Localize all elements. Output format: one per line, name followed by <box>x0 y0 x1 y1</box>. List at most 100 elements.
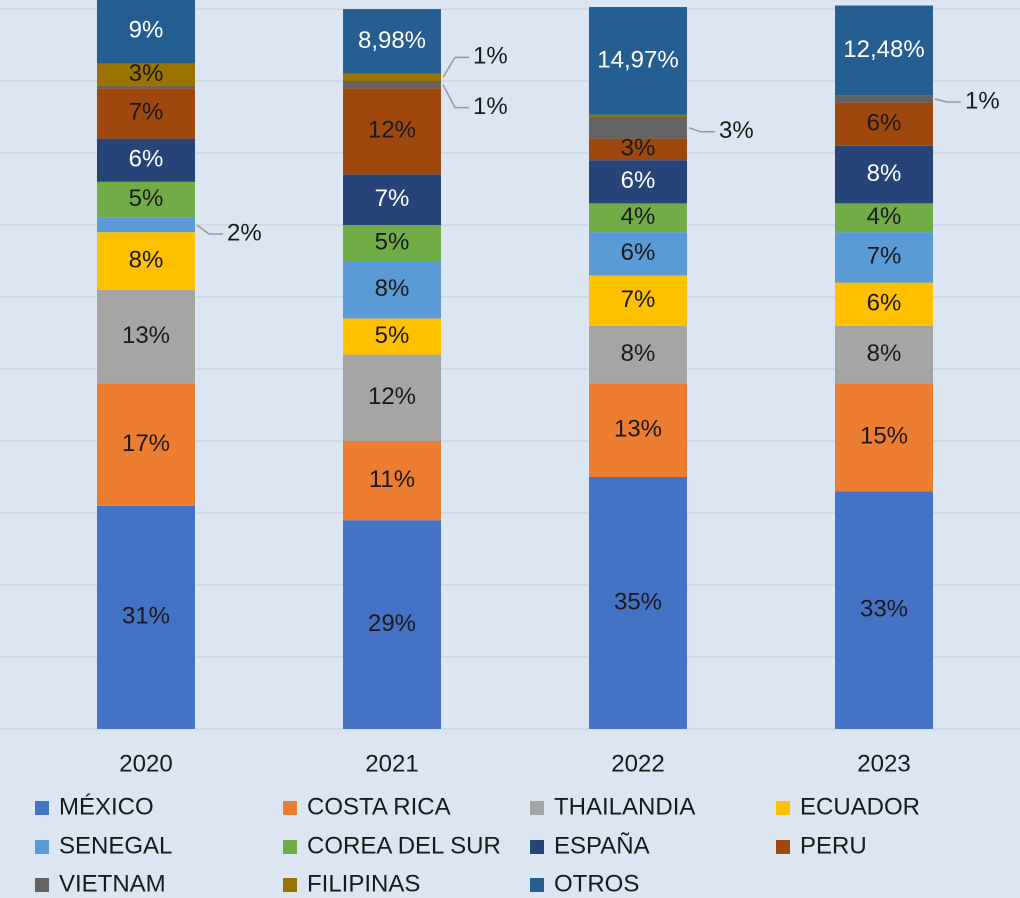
legend-label: COSTA RICA <box>307 793 451 820</box>
leader-line <box>934 98 961 103</box>
data-label: 11% <box>369 466 415 493</box>
legend-swatch <box>35 878 49 892</box>
bar-segment <box>97 181 195 218</box>
legend-label: SENEGAL <box>59 832 172 859</box>
legend-swatch <box>530 878 544 892</box>
x-tick-label: 2020 <box>119 750 172 777</box>
data-label: 5% <box>129 185 164 212</box>
bar-segment <box>835 5 933 96</box>
data-label: 29% <box>368 610 416 637</box>
bar-segment <box>343 441 441 521</box>
data-label: 8,98% <box>358 27 426 54</box>
legend-label: PERU <box>800 832 867 859</box>
data-label: 4% <box>867 203 902 230</box>
data-label: 8% <box>867 160 902 187</box>
x-tick-label: 2023 <box>857 750 910 777</box>
bar-segment <box>97 85 195 89</box>
data-label: 1% <box>473 43 508 70</box>
bar-segment <box>589 477 687 729</box>
legend-label: THAILANDIA <box>554 793 695 820</box>
legend-label: ESPAÑA <box>554 832 650 859</box>
legend-label: ECUADOR <box>800 793 920 820</box>
bar-segment <box>589 7 687 115</box>
data-label: 12% <box>368 383 416 410</box>
data-label: 14,97% <box>597 46 678 73</box>
data-label: 12,48% <box>843 36 924 63</box>
bar-segment <box>835 282 933 326</box>
bar-segment <box>835 491 933 729</box>
bar-segment <box>97 289 195 384</box>
bar-segment <box>589 138 687 161</box>
bar-segment <box>343 9 441 74</box>
leader-line <box>196 224 223 235</box>
data-label: 7% <box>129 99 164 126</box>
leader-line <box>688 127 715 133</box>
legend-swatch <box>776 840 790 854</box>
legend-swatch <box>283 840 297 854</box>
bar-segment <box>343 73 441 81</box>
legend-label: OTROS <box>554 870 639 897</box>
data-label: 6% <box>129 146 164 173</box>
data-label: 1% <box>965 87 1000 114</box>
x-tick-label: 2021 <box>365 750 418 777</box>
data-label: 33% <box>860 596 908 623</box>
data-label: 6% <box>621 239 656 266</box>
data-label: 2% <box>227 219 262 246</box>
legend-label: MÉXICO <box>59 793 154 820</box>
bar-segment <box>589 160 687 204</box>
data-label: 13% <box>614 416 662 443</box>
data-label: 8% <box>621 340 656 367</box>
data-label: 12% <box>368 117 416 144</box>
data-label: 8% <box>867 340 902 367</box>
bar-segment <box>343 520 441 729</box>
legend-swatch <box>283 801 297 815</box>
data-label: 6% <box>867 110 902 137</box>
data-label: 5% <box>375 228 410 255</box>
legend-label: COREA DEL SUR <box>307 832 501 859</box>
x-tick-label: 2022 <box>611 750 664 777</box>
data-label: 7% <box>375 185 410 212</box>
bar-segment <box>835 383 933 492</box>
data-label: 3% <box>621 135 656 162</box>
bar-segment <box>589 383 687 477</box>
data-label: 1% <box>473 93 508 120</box>
data-label: 8% <box>375 275 410 302</box>
bar-segment <box>97 88 195 139</box>
data-label: 9% <box>129 17 164 44</box>
bar-segment <box>589 232 687 276</box>
legend-swatch <box>776 801 790 815</box>
legend-swatch <box>35 801 49 815</box>
bar-segment <box>97 0 195 64</box>
bar-segment <box>97 232 195 290</box>
legend-label: VIETNAM <box>59 870 166 897</box>
bar-segment <box>343 261 441 319</box>
data-label: 3% <box>719 117 754 144</box>
data-label: 35% <box>614 588 662 615</box>
bar-segment <box>97 217 195 233</box>
data-label: 6% <box>867 290 902 317</box>
legend-swatch <box>283 878 297 892</box>
data-label: 3% <box>129 60 164 87</box>
bar-segment <box>589 203 687 233</box>
data-label: 5% <box>375 322 410 349</box>
data-label: 31% <box>122 603 170 630</box>
bar-segment <box>835 145 933 204</box>
data-label: 8% <box>129 246 164 273</box>
bar-segment <box>589 275 687 326</box>
data-label: 6% <box>621 167 656 194</box>
bar-segment <box>97 505 195 729</box>
data-label: 13% <box>122 322 170 349</box>
bar-segment <box>343 81 441 89</box>
legend-label: FILIPINAS <box>307 870 420 897</box>
legend-swatch <box>35 840 49 854</box>
bar-segment <box>589 325 687 384</box>
bar-segment <box>343 354 441 441</box>
data-label: 7% <box>621 286 656 313</box>
bar-segment <box>343 318 441 355</box>
bar-segment <box>97 138 195 182</box>
data-label: 15% <box>860 423 908 450</box>
bar-segment <box>835 102 933 146</box>
bar-segment <box>343 174 441 225</box>
bar-segment <box>343 225 441 261</box>
